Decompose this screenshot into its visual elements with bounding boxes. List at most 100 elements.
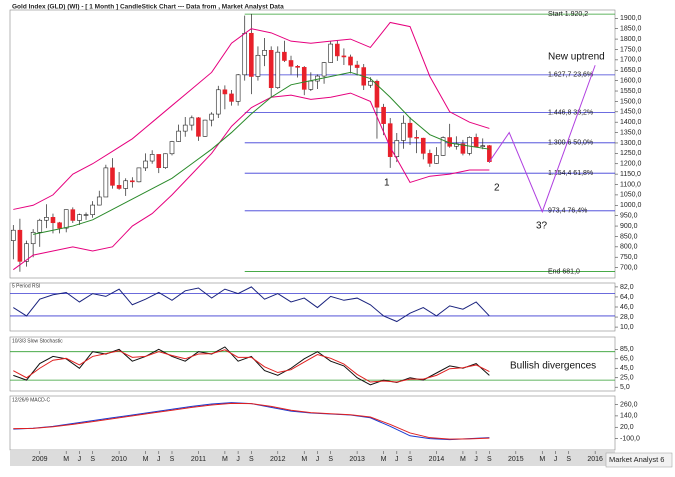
x-tick-label: J: [316, 456, 320, 463]
panel-frame: [9, 336, 616, 392]
candle-body: [368, 80, 373, 86]
candle-body: [401, 122, 406, 141]
fib-label: End 681,0: [548, 268, 580, 275]
candle-body: [249, 32, 254, 77]
candle-body: [156, 154, 162, 168]
candle-body: [407, 122, 413, 138]
candle-body: [110, 167, 115, 186]
candle-body: [268, 50, 274, 88]
candle-body: [328, 43, 333, 63]
x-tick-label: 2010: [111, 456, 127, 463]
candle-body: [387, 123, 393, 157]
chart-title: Gold Index (GLD) (WI) - [ 1 Month ] Cand…: [12, 4, 284, 11]
y-tick-label: 800,0: [620, 244, 638, 251]
x-tick-label: M: [539, 456, 545, 463]
fib-label: 1.154,4 61,8%: [548, 170, 593, 177]
candle-body: [116, 185, 122, 189]
candle-body: [44, 217, 49, 221]
candle-body: [182, 124, 188, 132]
candle-body: [348, 56, 353, 66]
x-tick-label: S: [328, 456, 333, 463]
y-tick-label: 1000,0: [620, 202, 642, 209]
y-tick-label: 1100,0: [620, 181, 641, 188]
x-tick-label: 2013: [349, 456, 365, 463]
y-tick-label: 1400,0: [620, 119, 642, 126]
x-tick-label: M: [381, 456, 387, 463]
x-tick-label: 2014: [429, 456, 445, 463]
panel-title: 12/26/9 MACD-C: [12, 397, 50, 403]
x-tick-label: 2016: [587, 456, 603, 463]
candle-body: [50, 217, 56, 224]
candle-body: [103, 167, 109, 198]
footer-box: [605, 452, 673, 468]
candle-body: [480, 145, 486, 148]
x-tick-label: J: [236, 456, 240, 463]
candle-body: [288, 60, 294, 67]
candle-body: [394, 140, 400, 157]
y-tick-label: 85,0: [620, 346, 634, 353]
y-tick-label: 1150,0: [620, 171, 641, 178]
x-tick-label: J: [157, 456, 161, 463]
panel-frame: [9, 395, 616, 451]
x-tick-label: 2009: [32, 456, 48, 463]
candle-body: [334, 43, 340, 57]
candle-body: [460, 143, 466, 154]
candle-body: [77, 214, 82, 221]
candle-body: [301, 67, 307, 90]
annotation: New uptrend: [548, 52, 605, 63]
candle-body: [11, 229, 16, 241]
y-tick-label: 45,0: [620, 365, 634, 372]
y-tick-label: 82,0: [620, 284, 634, 291]
y-tick-label: 1650,0: [620, 67, 642, 74]
x-tick-label: S: [487, 456, 492, 463]
y-tick-label: 25,0: [620, 375, 634, 382]
annotation: 1: [384, 178, 390, 189]
candle-body: [163, 153, 168, 168]
candle-body: [37, 219, 43, 233]
candle-body: [63, 209, 69, 229]
candle-body: [30, 231, 36, 245]
candle-body: [434, 155, 439, 164]
candle-body: [427, 153, 433, 164]
candle-body: [229, 93, 234, 102]
annotation: Bullish divergences: [510, 361, 596, 372]
y-tick-label: 5,0: [620, 384, 630, 391]
x-tick-label: 2011: [191, 456, 206, 463]
x-tick-label: 2015: [508, 456, 524, 463]
y-tick-label: 1050,0: [620, 192, 642, 199]
y-tick-label: 1550,0: [620, 88, 642, 95]
y-tick-label: 850,0: [620, 233, 638, 240]
x-tick-label: M: [143, 456, 149, 463]
x-tick-label: M: [63, 456, 69, 463]
y-tick-label: 1250,0: [620, 150, 642, 157]
candle-body: [215, 89, 221, 115]
candle-body: [295, 66, 300, 68]
candle-body: [17, 229, 23, 262]
candle-body: [90, 204, 95, 215]
x-tick-label: M: [301, 456, 307, 463]
y-tick-label: 1700,0: [620, 57, 642, 64]
candle-body: [176, 130, 181, 142]
candle-body: [83, 214, 89, 216]
y-tick-label: 1900,0: [620, 15, 642, 22]
fib-label: 1.446,8 38,2%: [548, 109, 593, 116]
candle-body: [341, 55, 347, 58]
x-tick-label: M: [460, 456, 466, 463]
annotation: 3?: [536, 221, 548, 232]
x-tick-label: S: [566, 456, 571, 463]
candle-body: [473, 137, 479, 148]
series-line: [13, 349, 490, 383]
y-tick-label: 750,0: [620, 254, 638, 261]
x-tick-label: 2012: [270, 456, 286, 463]
series-line: [13, 21, 490, 210]
candle-body: [275, 51, 281, 88]
candle-body: [374, 80, 380, 108]
x-tick-label: J: [78, 456, 82, 463]
x-tick-label: M: [222, 456, 228, 463]
candle-body: [70, 209, 76, 221]
panel-title: 5 Period RSI: [12, 283, 40, 289]
y-tick-label: 260,0: [620, 401, 638, 408]
y-tick-label: 1800,0: [620, 36, 642, 43]
candle-body: [57, 222, 62, 229]
